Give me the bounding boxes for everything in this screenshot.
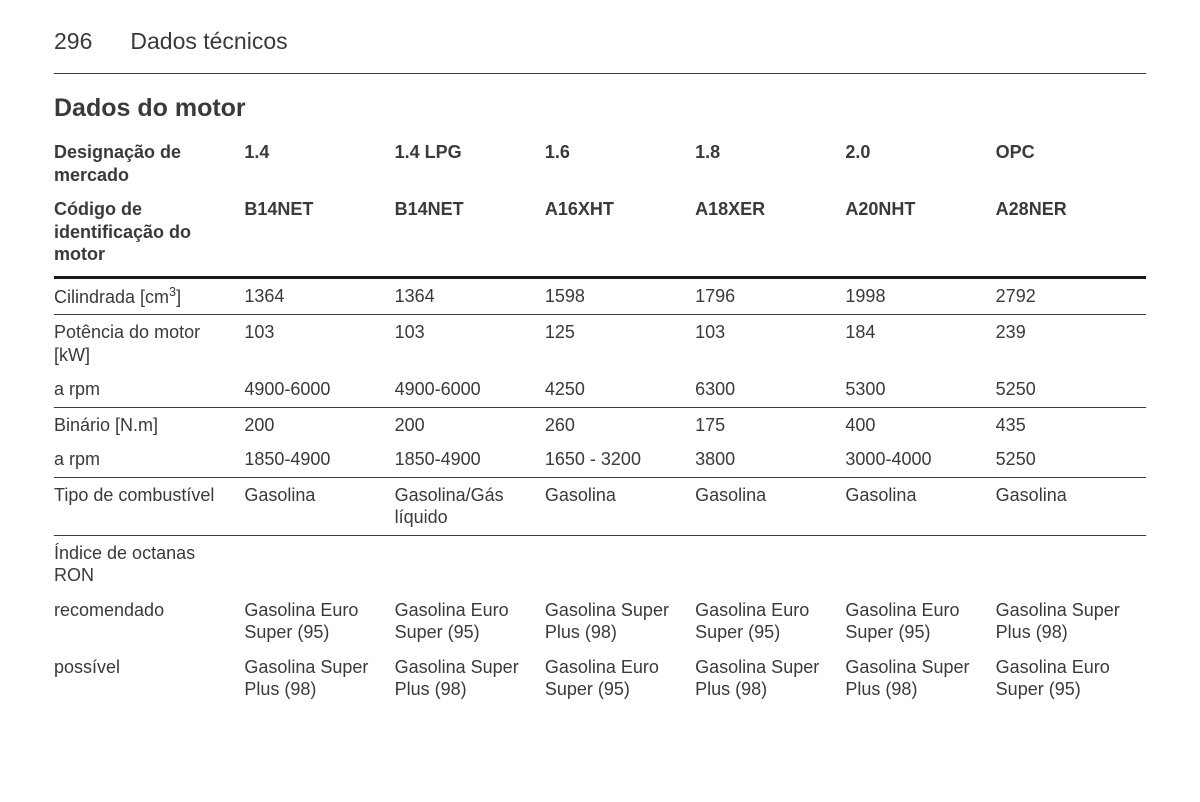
power-rpm-3: 6300 xyxy=(695,372,845,407)
displacement-0: 1364 xyxy=(244,277,394,315)
recommended-4: Gasolina Euro Super (95) xyxy=(845,593,995,650)
page-header-title: Dados técnicos xyxy=(130,28,287,55)
engine-code-0: B14NET xyxy=(244,192,394,277)
row-power: Potência do motor [kW] 103 103 125 103 1… xyxy=(54,315,1146,373)
octane-blank-2 xyxy=(545,535,695,593)
octane-blank-0 xyxy=(244,535,394,593)
torque-5: 435 xyxy=(996,407,1146,442)
engine-data-table: Designação de mercado 1.4 1.4 LPG 1.6 1.… xyxy=(54,135,1146,707)
torque-1: 200 xyxy=(395,407,545,442)
power-0: 103 xyxy=(244,315,394,373)
displacement-5: 2792 xyxy=(996,277,1146,315)
row-power-label: Potência do motor [kW] xyxy=(54,315,244,373)
recommended-5: Gasolina Super Plus (98) xyxy=(996,593,1146,650)
torque-3: 175 xyxy=(695,407,845,442)
power-3: 103 xyxy=(695,315,845,373)
row-torque: Binário [N.m] 200 200 260 175 400 435 xyxy=(54,407,1146,442)
col-header-2: 1.6 xyxy=(545,135,695,192)
row-torque-rpm: a rpm 1850-4900 1850-4900 1650 - 3200 38… xyxy=(54,442,1146,477)
fuel-type-0: Gasolina xyxy=(244,477,394,535)
displacement-1: 1364 xyxy=(395,277,545,315)
row-recommended: recomendado Gasolina Euro Super (95) Gas… xyxy=(54,593,1146,650)
row-displacement-label: Cilindrada [cm3] xyxy=(54,277,244,315)
displacement-label-suffix: ] xyxy=(176,287,181,307)
power-rpm-2: 4250 xyxy=(545,372,695,407)
row-torque-label: Binário [N.m] xyxy=(54,407,244,442)
recommended-2: Gasolina Super Plus (98) xyxy=(545,593,695,650)
engine-code-5: A28NER xyxy=(996,192,1146,277)
col-header-4: 2.0 xyxy=(845,135,995,192)
displacement-label-sup: 3 xyxy=(169,285,176,299)
power-rpm-0: 4900-6000 xyxy=(244,372,394,407)
row-recommended-label: recomendado xyxy=(54,593,244,650)
header-row-designation: Designação de mercado 1.4 1.4 LPG 1.6 1.… xyxy=(54,135,1146,192)
displacement-label-prefix: Cilindrada [cm xyxy=(54,287,169,307)
col-header-0: 1.4 xyxy=(244,135,394,192)
torque-4: 400 xyxy=(845,407,995,442)
torque-rpm-1: 1850-4900 xyxy=(395,442,545,477)
engine-code-2: A16XHT xyxy=(545,192,695,277)
row-possible: possível Gasolina Super Plus (98) Gasoli… xyxy=(54,650,1146,707)
col-header-1: 1.4 LPG xyxy=(395,135,545,192)
row-possible-label: possível xyxy=(54,650,244,707)
row-power-rpm: a rpm 4900-6000 4900-6000 4250 6300 5300… xyxy=(54,372,1146,407)
row-displacement: Cilindrada [cm3] 1364 1364 1598 1796 199… xyxy=(54,277,1146,315)
engine-code-3: A18XER xyxy=(695,192,845,277)
row-octane-header: Índice de octanas RON xyxy=(54,535,1146,593)
fuel-type-5: Gasolina xyxy=(996,477,1146,535)
fuel-type-4: Gasolina xyxy=(845,477,995,535)
torque-rpm-3: 3800 xyxy=(695,442,845,477)
page-container: 296 Dados técnicos Dados do motor Design… xyxy=(0,0,1200,707)
displacement-4: 1998 xyxy=(845,277,995,315)
fuel-type-1: Gasolina/Gás líquido xyxy=(395,477,545,535)
octane-blank-5 xyxy=(996,535,1146,593)
col-header-5: OPC xyxy=(996,135,1146,192)
power-rpm-5: 5250 xyxy=(996,372,1146,407)
row-fuel-type-label: Tipo de combustível xyxy=(54,477,244,535)
possible-4: Gasolina Super Plus (98) xyxy=(845,650,995,707)
octane-blank-4 xyxy=(845,535,995,593)
fuel-type-3: Gasolina xyxy=(695,477,845,535)
power-rpm-4: 5300 xyxy=(845,372,995,407)
page-number: 296 xyxy=(54,28,92,55)
recommended-3: Gasolina Euro Super (95) xyxy=(695,593,845,650)
power-1: 103 xyxy=(395,315,545,373)
power-2: 125 xyxy=(545,315,695,373)
recommended-0: Gasolina Euro Super (95) xyxy=(244,593,394,650)
torque-rpm-2: 1650 - 3200 xyxy=(545,442,695,477)
power-5: 239 xyxy=(996,315,1146,373)
power-rpm-1: 4900-6000 xyxy=(395,372,545,407)
torque-rpm-0: 1850-4900 xyxy=(244,442,394,477)
engine-code-1: B14NET xyxy=(395,192,545,277)
possible-3: Gasolina Super Plus (98) xyxy=(695,650,845,707)
displacement-3: 1796 xyxy=(695,277,845,315)
header-designation-label: Designação de mercado xyxy=(54,135,244,192)
page-header: 296 Dados técnicos xyxy=(54,28,1146,74)
col-header-3: 1.8 xyxy=(695,135,845,192)
header-row-engine-code: Código de identificação do motor B14NET … xyxy=(54,192,1146,277)
octane-blank-1 xyxy=(395,535,545,593)
torque-rpm-5: 5250 xyxy=(996,442,1146,477)
row-fuel-type: Tipo de combustível Gasolina Gasolina/Gá… xyxy=(54,477,1146,535)
row-power-rpm-label: a rpm xyxy=(54,372,244,407)
displacement-2: 1598 xyxy=(545,277,695,315)
torque-rpm-4: 3000-4000 xyxy=(845,442,995,477)
section-title: Dados do motor xyxy=(54,94,1146,123)
torque-0: 200 xyxy=(244,407,394,442)
row-torque-rpm-label: a rpm xyxy=(54,442,244,477)
possible-0: Gasolina Super Plus (98) xyxy=(244,650,394,707)
row-octane-header-label: Índice de octanas RON xyxy=(54,535,244,593)
octane-blank-3 xyxy=(695,535,845,593)
power-4: 184 xyxy=(845,315,995,373)
possible-1: Gasolina Super Plus (98) xyxy=(395,650,545,707)
torque-2: 260 xyxy=(545,407,695,442)
engine-code-4: A20NHT xyxy=(845,192,995,277)
possible-5: Gasolina Euro Super (95) xyxy=(996,650,1146,707)
fuel-type-2: Gasolina xyxy=(545,477,695,535)
recommended-1: Gasolina Euro Super (95) xyxy=(395,593,545,650)
header-engine-code-label: Código de identificação do motor xyxy=(54,192,244,277)
possible-2: Gasolina Euro Super (95) xyxy=(545,650,695,707)
